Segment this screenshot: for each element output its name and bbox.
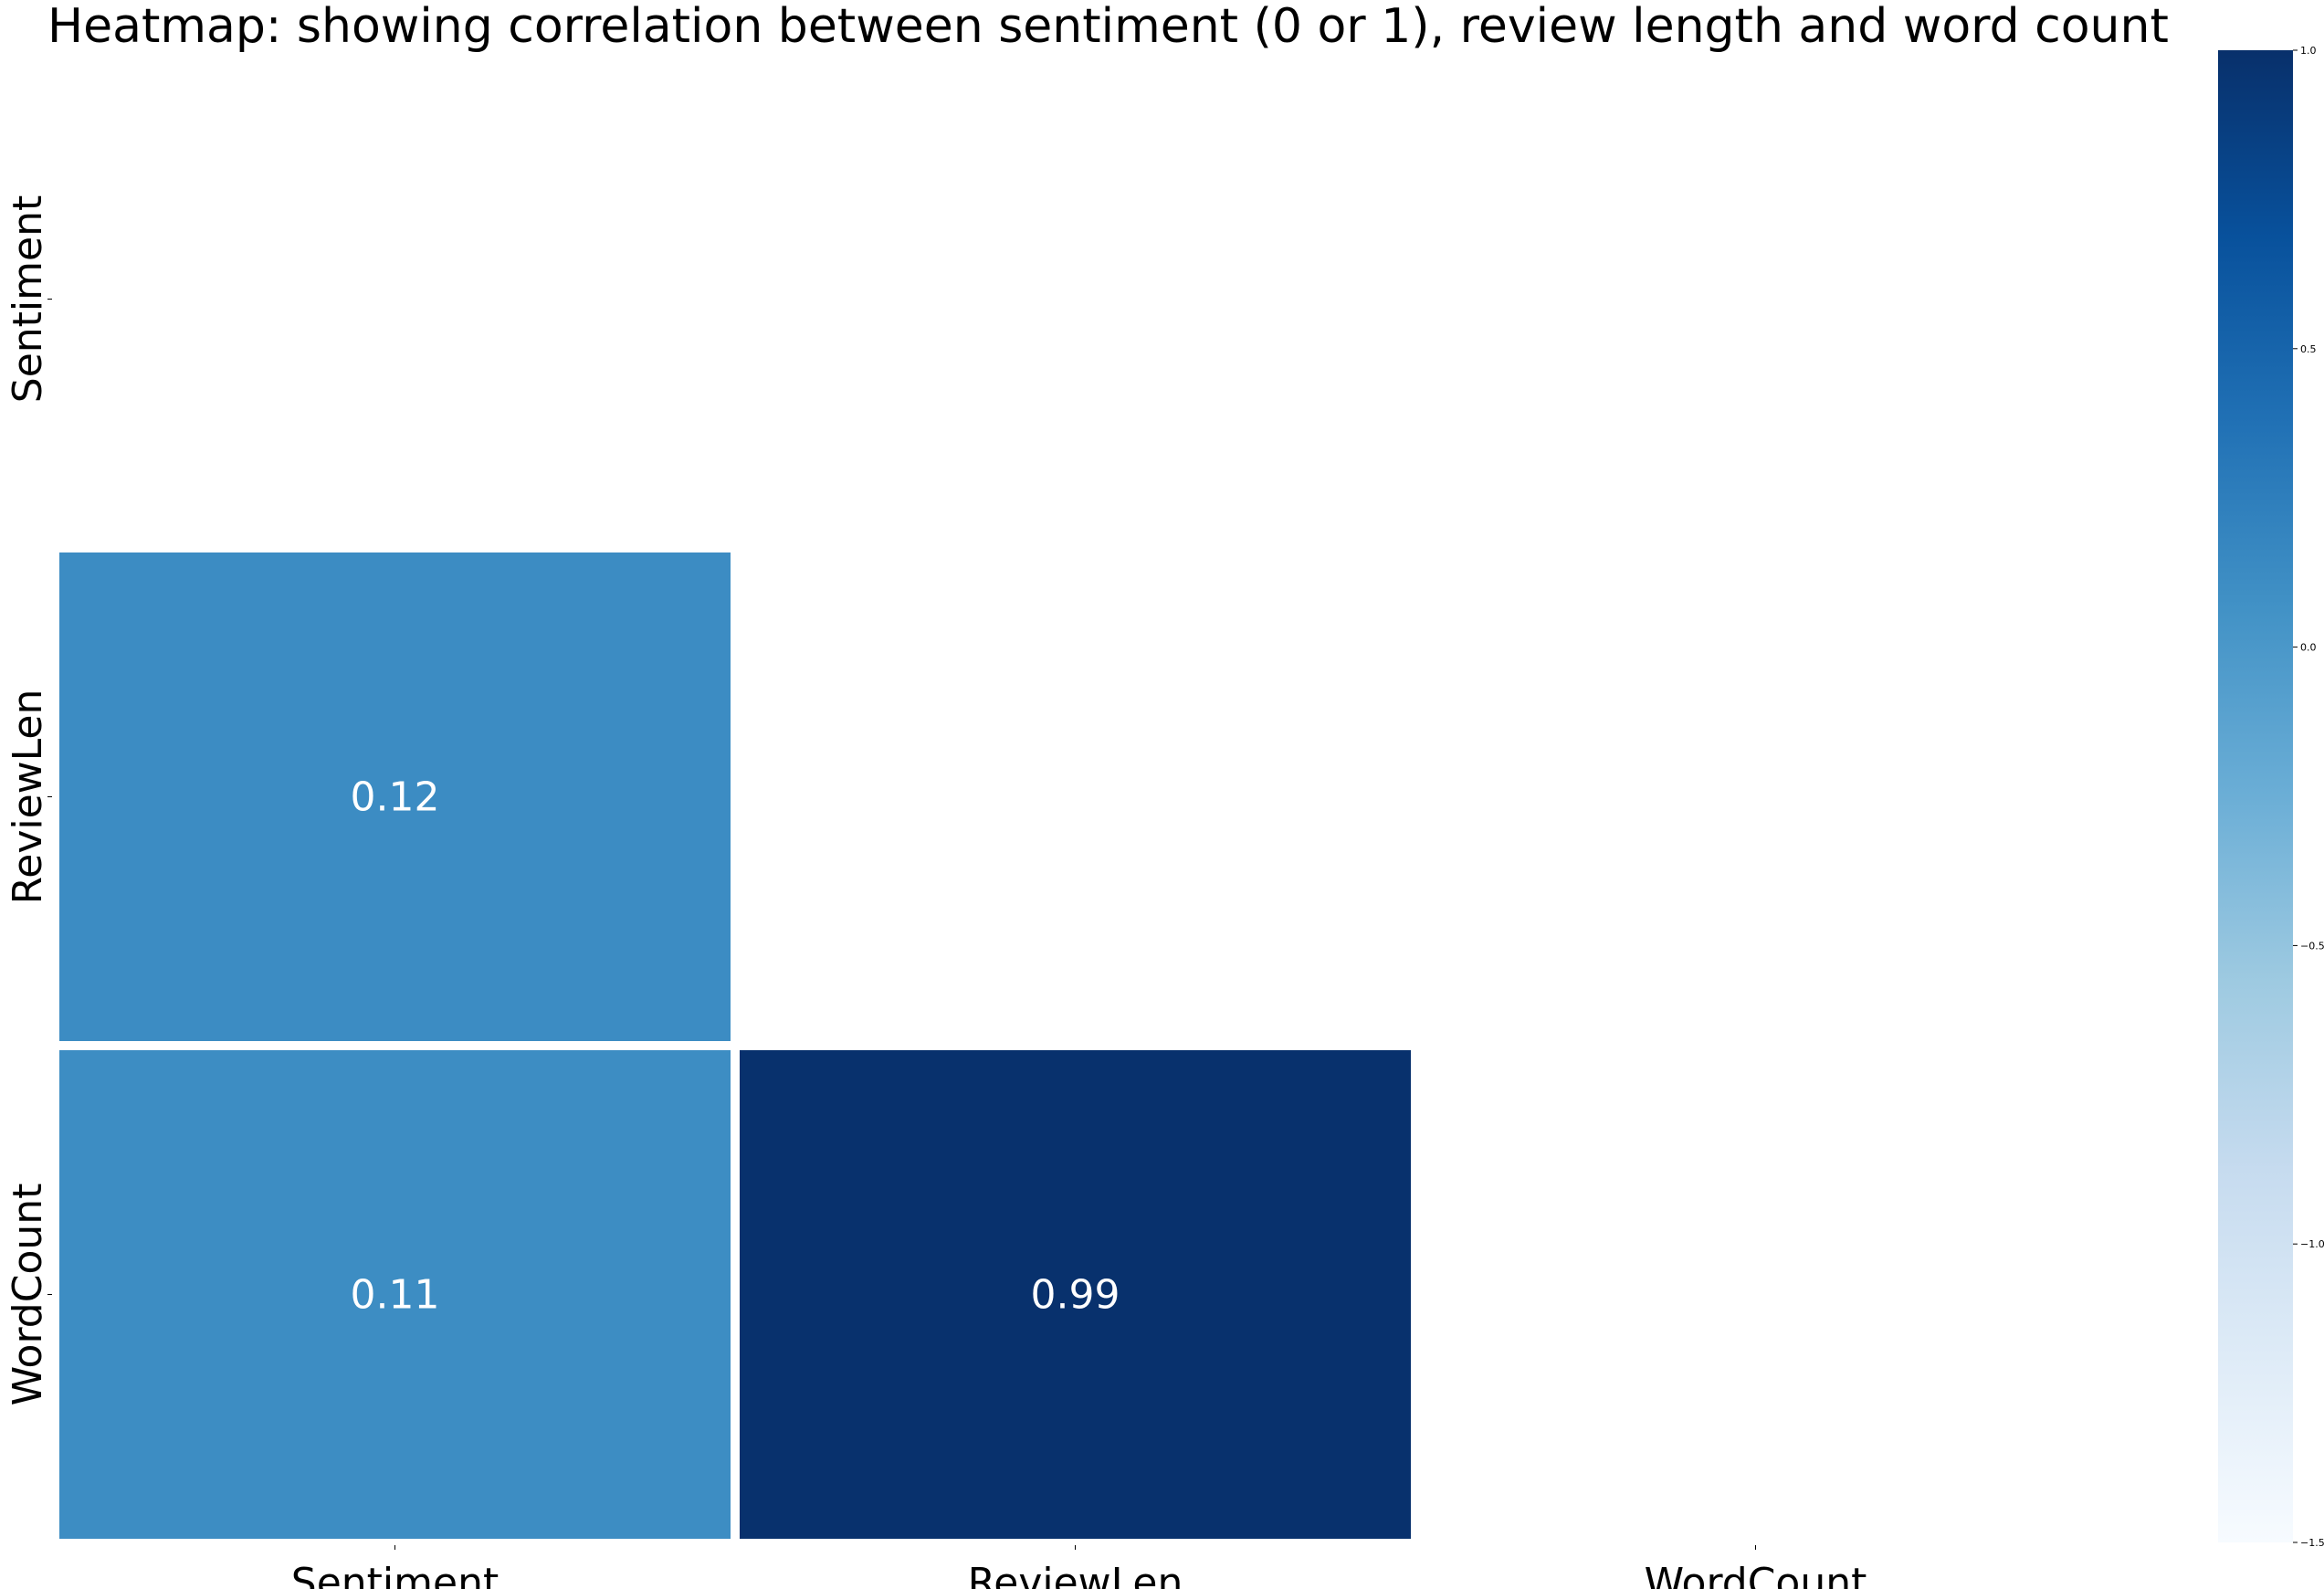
heatmap-cell — [740, 1050, 1411, 1539]
colorbar-gradient — [2218, 50, 2293, 1542]
cell-value-label: 0.11 — [351, 1272, 440, 1319]
colorbar-tick-label: 0.0 — [2300, 642, 2317, 654]
y-tick-label: WordCount — [5, 1184, 51, 1406]
y-tick-label: ReviewLen — [5, 689, 51, 905]
y-tick-label: Sentiment — [5, 195, 51, 403]
colorbar-tick-label: −0.5 — [2300, 940, 2324, 952]
colorbar-tick-label: 1.0 — [2300, 45, 2317, 57]
heatmap-cell — [59, 552, 731, 1041]
colorbar: 1.0 0.5 0.0 −0.5 −1.0 −1.5 — [2218, 45, 2324, 1549]
colorbar-tick-label: −1.5 — [2300, 1537, 2324, 1549]
colorbar-tick-label: −1.0 — [2300, 1238, 2324, 1250]
x-tick-label: WordCount — [1645, 1560, 1867, 1589]
cell-value-label: 0.99 — [1031, 1272, 1120, 1319]
y-axis: Sentiment ReviewLen WordCount — [5, 195, 52, 1406]
colorbar-tick-label: 0.5 — [2300, 343, 2317, 355]
chart-title: Heatmap: showing correlation between sen… — [47, 0, 2169, 54]
x-axis: Sentiment ReviewLen WordCount — [291, 1545, 1867, 1589]
heatmap-cells: 0.12 0.11 0.99 — [59, 552, 1411, 1539]
x-tick-label: ReviewLen — [968, 1560, 1183, 1589]
x-tick-label: Sentiment — [291, 1560, 499, 1589]
heatmap-cell — [59, 1050, 731, 1539]
cell-value-label: 0.12 — [351, 774, 440, 821]
